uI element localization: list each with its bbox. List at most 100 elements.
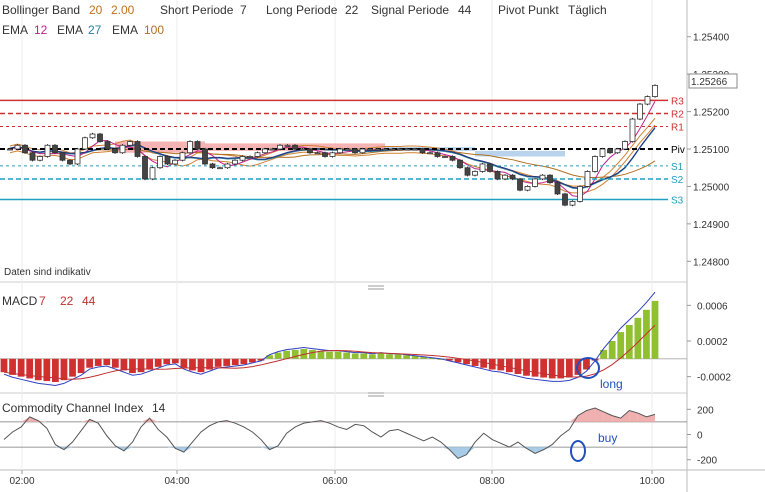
cci-tick-label: 200 <box>697 405 714 416</box>
ema-value-12: 12 <box>34 23 48 37</box>
macd-bar <box>26 358 34 379</box>
candle-body <box>592 156 598 172</box>
macd-bar <box>94 358 102 366</box>
candle-body <box>112 148 118 154</box>
candle-body <box>7 148 13 151</box>
candle-body <box>427 152 433 155</box>
candle-body <box>307 148 313 154</box>
candle-body <box>74 148 81 165</box>
macd-bar <box>565 358 573 378</box>
candle-body <box>134 141 141 157</box>
macd-bar <box>463 358 470 365</box>
candle-body <box>14 144 21 150</box>
macd-bar <box>557 358 565 379</box>
price-tick-label: 1.25100 <box>693 145 730 156</box>
pivot-punkt-label: Pivot Punkt <box>498 3 559 17</box>
macd-bar <box>69 358 76 377</box>
level-label-r3: R3 <box>671 96 684 107</box>
macd-signal-line <box>3 324 656 380</box>
level-label-s1: S1 <box>671 162 684 173</box>
candle-body <box>22 144 28 154</box>
candle-body <box>59 152 66 161</box>
cci-oversold-fill <box>535 447 544 454</box>
candle-body <box>584 171 591 187</box>
candle-body <box>479 163 486 172</box>
last-price-badge <box>688 73 738 89</box>
candle-body <box>187 141 193 154</box>
macd-bar <box>634 317 642 359</box>
macd-param-signal: 44 <box>82 294 96 308</box>
cci-overbought-fill <box>577 410 587 422</box>
bollinger-p2: 2.00 <box>111 3 135 17</box>
candle-body <box>209 163 216 169</box>
cci-oversold-fill <box>517 447 527 449</box>
macd-bar <box>617 332 625 359</box>
candle-body <box>389 148 396 151</box>
macd-bar <box>240 358 248 365</box>
macd-bar <box>351 353 359 359</box>
candle-body <box>277 144 283 150</box>
candle-body <box>397 148 403 151</box>
candle-body <box>367 148 373 151</box>
time-tick-label: 06:00 <box>322 476 347 487</box>
candle-body <box>494 171 501 180</box>
candle-body <box>464 167 471 176</box>
candle-body <box>502 174 508 180</box>
pivot-punkt-value: Täglich <box>568 3 607 17</box>
time-tick-label: 10:00 <box>639 476 664 487</box>
candle-body <box>547 174 553 184</box>
cci-panel: 200 0 -200 <box>0 405 717 467</box>
candle-body <box>262 148 268 154</box>
candle-body <box>352 148 358 154</box>
candle-body <box>524 186 531 191</box>
macd-bar <box>231 358 239 366</box>
candle-body <box>539 174 546 180</box>
candle-body <box>52 144 58 154</box>
candle-body <box>322 152 328 157</box>
cci-oversold-fill <box>457 447 467 459</box>
candle-body <box>412 148 418 151</box>
macd-bar <box>308 349 316 359</box>
candle-body <box>67 159 73 165</box>
candle-body <box>142 156 148 180</box>
cci-title: Commodity Channel Index <box>2 401 143 415</box>
panel-resize-handle[interactable] <box>368 285 384 290</box>
macd-bar <box>180 358 188 368</box>
candle-body <box>562 193 568 206</box>
candle-body <box>292 144 298 150</box>
macd-bar <box>60 358 68 381</box>
long-signal-circle <box>576 357 600 379</box>
macd-bar <box>9 358 16 375</box>
level-label-s3: S3 <box>671 196 684 207</box>
macd-bar <box>540 358 548 378</box>
time-tick-label: 02:00 <box>9 476 34 487</box>
level-label-piv: Piv <box>671 145 685 156</box>
candle-body <box>607 148 613 154</box>
macd-bar <box>171 358 179 364</box>
macd-bar <box>334 351 342 359</box>
candle-body <box>202 148 208 165</box>
macd-bar <box>257 358 265 361</box>
ema-label-2: EMA <box>57 23 83 37</box>
cci-overbought-fill <box>81 419 90 422</box>
short-periode-label: Short Periode <box>160 3 234 17</box>
macd-bar <box>137 358 145 373</box>
candle-body <box>487 163 493 172</box>
macd-bar <box>154 358 162 367</box>
macd-bar <box>360 353 368 359</box>
candle-body <box>269 148 276 151</box>
bollinger-label: Bollinger Band <box>2 3 80 17</box>
ema-label-1: EMA <box>2 23 28 37</box>
candle-body <box>37 156 43 161</box>
candle-body <box>254 152 261 157</box>
candle-body <box>344 148 351 151</box>
candle-body <box>374 148 381 151</box>
cci-overbought-fill <box>620 410 630 422</box>
candle-body <box>97 133 103 142</box>
macd-title: MACD <box>2 294 38 308</box>
macd-bar <box>189 358 196 371</box>
panel-resize-handle[interactable] <box>368 392 384 397</box>
cci-oversold-fill <box>466 447 476 455</box>
candle-body <box>314 152 321 155</box>
